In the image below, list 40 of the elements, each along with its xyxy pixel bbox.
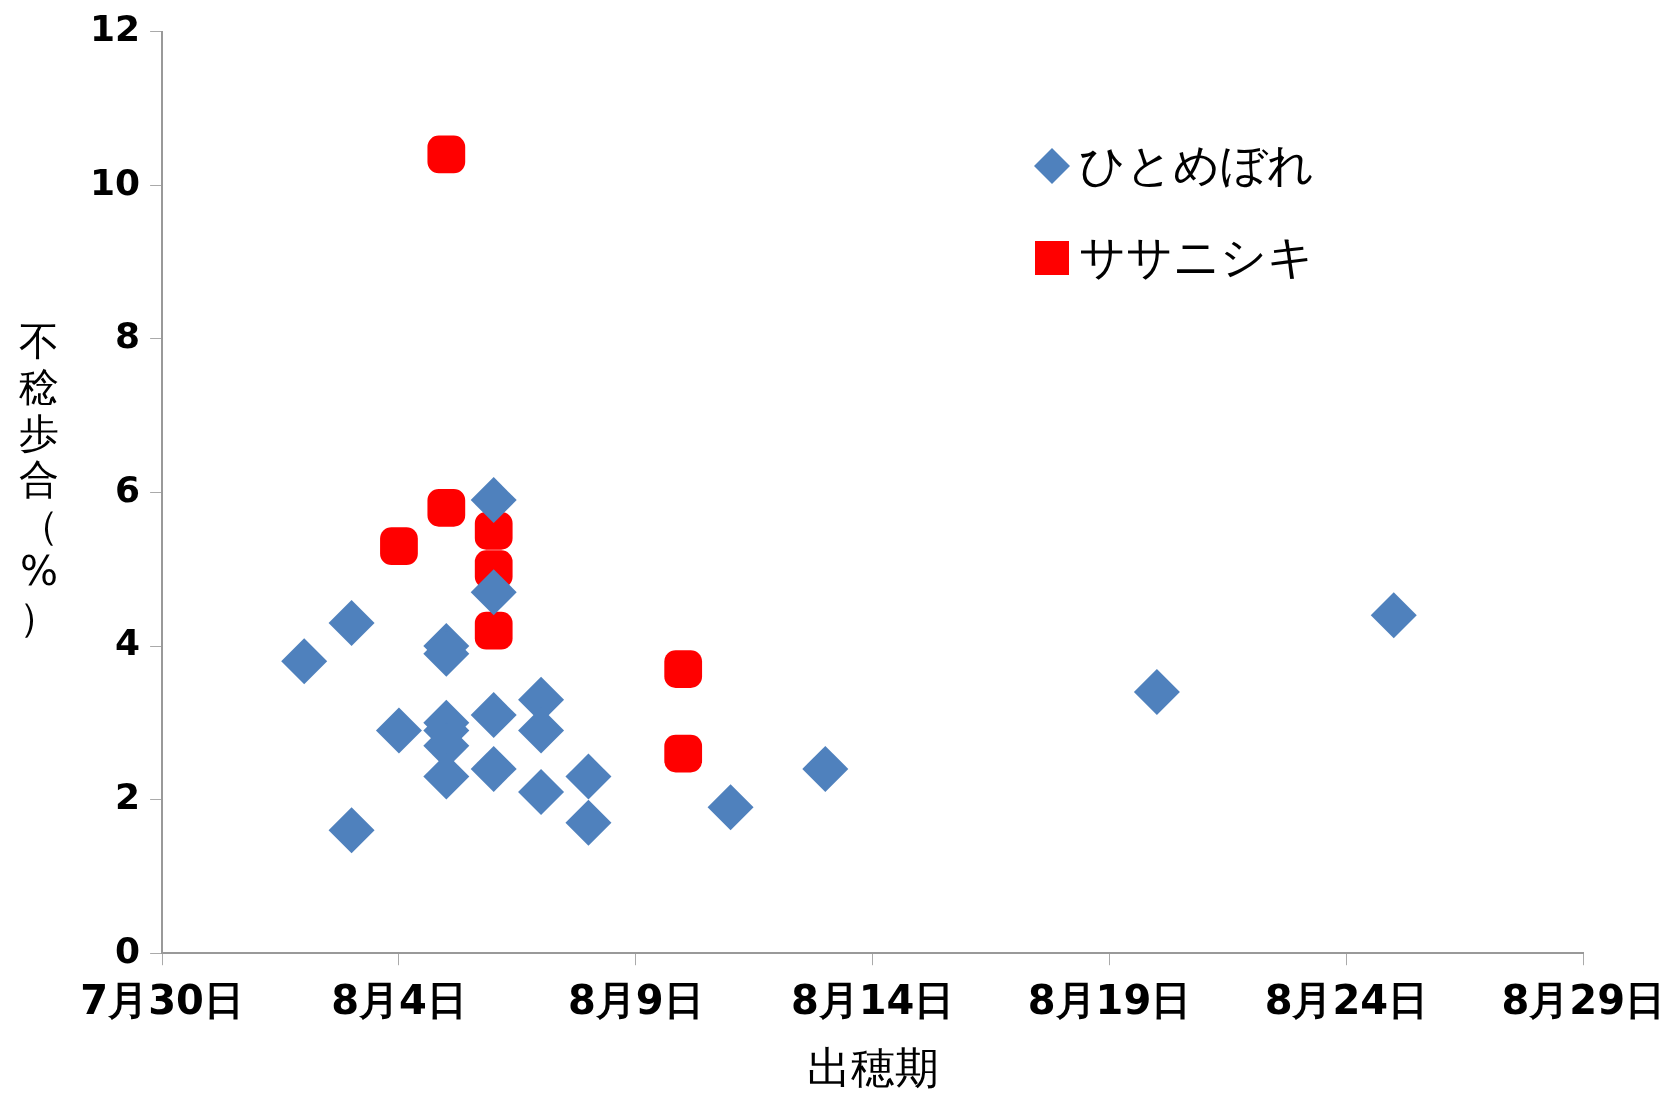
point — [470, 477, 517, 524]
y-tick-label: 2 — [115, 775, 141, 817]
point — [470, 745, 517, 792]
point — [664, 650, 703, 688]
point — [328, 599, 375, 646]
point — [565, 799, 612, 846]
point — [328, 807, 375, 854]
y-axis-title: 不稔歩合（%） — [18, 318, 60, 640]
point — [664, 734, 703, 773]
point — [707, 784, 754, 831]
point — [474, 511, 513, 550]
x-tick-label: 8月9日 — [567, 976, 704, 1023]
x-tick-label: 7月30日 — [80, 976, 244, 1023]
point — [470, 569, 517, 616]
point — [518, 768, 565, 815]
point — [802, 745, 849, 792]
y-tick-label: 4 — [115, 622, 141, 664]
point — [427, 488, 466, 527]
point — [1370, 592, 1417, 639]
y-tick-label: 6 — [115, 468, 141, 510]
legend-label: ひとめぼれ — [1079, 137, 1314, 194]
point — [380, 527, 418, 566]
point — [474, 611, 513, 650]
y-tick-label: 12 — [89, 7, 141, 49]
x-tick-label: 8月4日 — [331, 976, 467, 1023]
point — [470, 692, 517, 739]
point — [375, 707, 422, 754]
point — [427, 135, 466, 174]
x-tick-label: 8月29日 — [1501, 976, 1665, 1023]
legend-label: ササニシキ — [1079, 229, 1314, 286]
point — [1133, 669, 1180, 716]
x-tick-label: 8月19日 — [1027, 976, 1192, 1023]
x-tick-label: 8月14日 — [790, 976, 955, 1023]
x-tick-label: 8月24日 — [1264, 976, 1429, 1023]
point — [281, 638, 328, 685]
y-tick-label: 0 — [115, 929, 141, 971]
point — [565, 753, 612, 800]
y-tick-label: 8 — [115, 315, 141, 357]
y-tick-label: 10 — [89, 161, 141, 203]
x-axis-title: 出穂期 — [806, 1042, 939, 1094]
